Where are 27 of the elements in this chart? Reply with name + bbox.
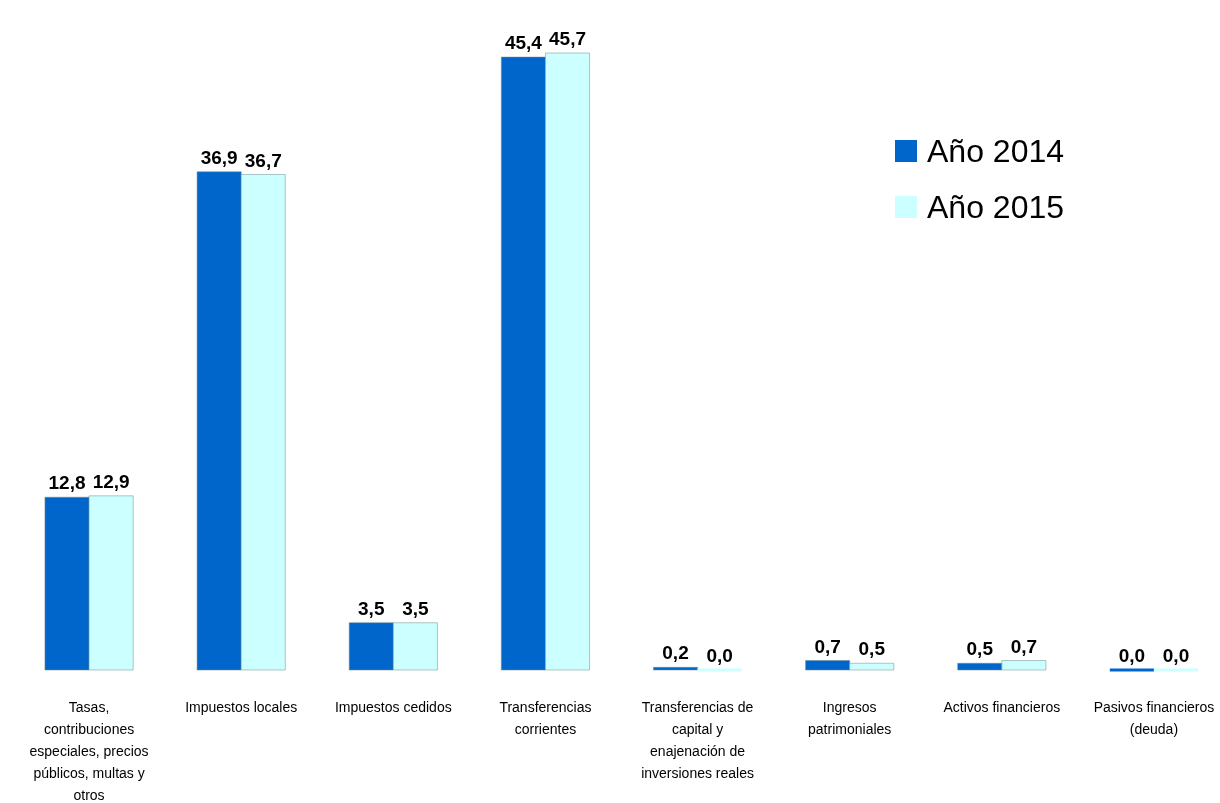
- data-label: 12,9: [92, 470, 130, 492]
- data-label: 0,2: [662, 642, 689, 664]
- data-label: 0,0: [1118, 645, 1146, 666]
- data-label: 45,7: [549, 28, 586, 49]
- bar: [653, 667, 698, 671]
- x-tick-label: Pasivos financieros (deuda): [1093, 699, 1215, 737]
- data-label: 3,5: [402, 597, 430, 619]
- x-tick-label: Impuestos locales: [185, 699, 298, 715]
- x-tick-label: Transferencias corrientes: [499, 699, 592, 737]
- data-label: 0,5: [966, 638, 994, 660]
- data-label: 36,9: [200, 146, 238, 168]
- legend-label: Año 2015: [927, 189, 1065, 225]
- data-label: 0,0: [1162, 645, 1190, 666]
- data-label: 0,5: [858, 638, 886, 660]
- x-tick-label: Transferencias de capital y enajenación de inversiones reales: [641, 699, 754, 781]
- legend-label: Año 2014: [927, 133, 1065, 169]
- data-label: 0,7: [814, 635, 841, 657]
- data-label: 3,5: [358, 597, 385, 619]
- data-label: 0,7: [1010, 635, 1038, 657]
- x-tick-label: Ingresos patrimoniales: [808, 699, 892, 737]
- x-tick-label: Tasas, contribuciones especiales, precios públicos, multas y otros: [29, 699, 149, 803]
- data-label: 12,8: [48, 472, 86, 494]
- data-label: 45,4: [504, 32, 543, 54]
- data-label: 0,0: [706, 645, 733, 666]
- data-label: 36,7: [244, 149, 282, 171]
- x-tick-label: Activos financieros: [943, 699, 1061, 715]
- x-tick-label: Impuestos cedidos: [334, 699, 452, 715]
